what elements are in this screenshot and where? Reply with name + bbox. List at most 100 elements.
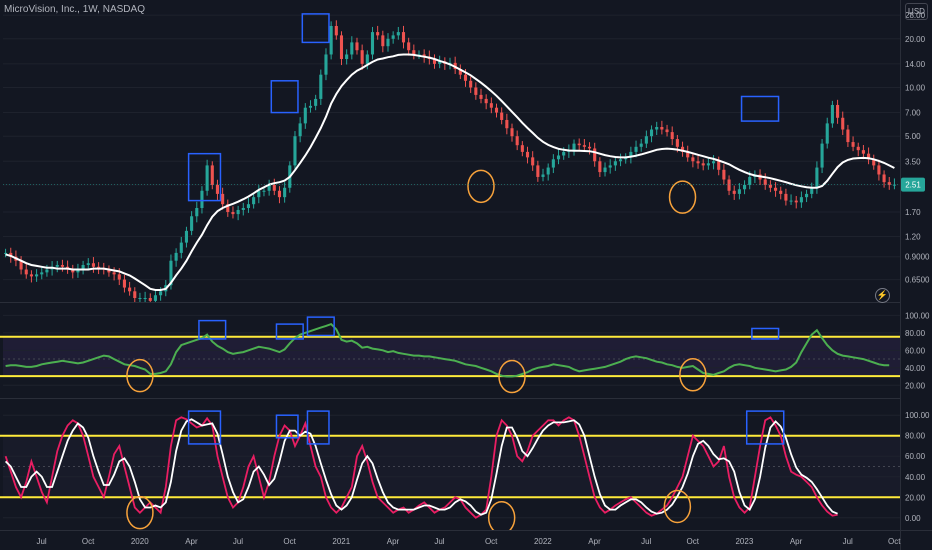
candle (432, 59, 437, 64)
y-tick-label: 0.00 (905, 514, 921, 523)
candle (639, 143, 643, 147)
candle (76, 269, 80, 273)
x-tick-label: 2022 (534, 537, 552, 546)
candle (458, 69, 462, 75)
x-tick-label: Jul (843, 537, 853, 546)
candle (24, 269, 28, 275)
candle (717, 161, 721, 170)
highlight-box (740, 95, 780, 122)
candle (469, 80, 473, 88)
candle (820, 143, 824, 168)
y-tick-label: 80.00 (905, 329, 926, 338)
candle (810, 187, 814, 194)
candle (277, 190, 282, 198)
y-tick-label: 20.00 (905, 35, 926, 44)
highlight-circle (487, 501, 516, 530)
y-tick-label: 3.50 (905, 157, 921, 166)
candle (386, 38, 390, 47)
candle (360, 50, 364, 64)
last-price-tag (901, 177, 925, 192)
candle (587, 146, 592, 149)
candle (892, 184, 896, 186)
candle (649, 129, 654, 137)
candle (722, 169, 726, 180)
candle (339, 35, 344, 60)
y-tick-label: 60.00 (905, 452, 926, 461)
highlight-box (745, 410, 785, 445)
candle (825, 123, 829, 144)
x-tick-label: Oct (485, 537, 498, 546)
highlight-box (198, 319, 227, 340)
stoch-plot (0, 410, 900, 530)
highlight-circle (668, 180, 697, 214)
candle (241, 207, 245, 210)
candle (634, 146, 638, 152)
candle (117, 274, 121, 280)
candle (510, 128, 514, 137)
candle (246, 204, 251, 208)
x-tick-label: Oct (283, 537, 296, 546)
candle (376, 32, 380, 36)
candle (867, 153, 871, 160)
y-tick-label: 1.70 (905, 208, 921, 217)
candle (4, 252, 8, 254)
y-tick-label: 40.00 (905, 364, 926, 373)
candle (334, 25, 338, 36)
x-tick-label: Apr (387, 537, 400, 546)
highlight-box (187, 410, 222, 445)
y-tick-label: 0.9000 (905, 253, 930, 262)
highlight-box (275, 323, 304, 340)
candle (479, 94, 483, 99)
price-plot (4, 13, 896, 302)
candle (701, 163, 705, 166)
candle (562, 151, 566, 156)
candle (159, 291, 163, 296)
candle (324, 54, 328, 75)
candle (128, 287, 132, 292)
candle (794, 200, 798, 203)
candle (851, 142, 855, 147)
candle (572, 143, 576, 151)
x-tick-label: Jul (233, 537, 243, 546)
candle (438, 61, 442, 64)
candle (520, 145, 524, 152)
candle (314, 98, 318, 106)
candle (536, 165, 540, 177)
candle (9, 252, 13, 257)
candle (608, 165, 612, 168)
candle (272, 184, 276, 191)
candle (732, 190, 736, 194)
candle (148, 298, 152, 301)
candle (556, 155, 561, 160)
candle (551, 159, 555, 168)
candle (190, 216, 194, 231)
candle (303, 107, 307, 124)
candle (293, 136, 297, 166)
candle (370, 32, 375, 55)
highlight-box (275, 414, 299, 439)
candle (618, 159, 623, 162)
candle (727, 179, 731, 191)
candle (603, 167, 607, 173)
candle (629, 151, 633, 158)
candle (830, 104, 834, 124)
candle (841, 117, 845, 130)
lightning-bolt-icon[interactable]: ⚡ (875, 288, 890, 303)
candle (856, 146, 860, 151)
candle (60, 264, 64, 267)
candle (768, 184, 772, 188)
x-tick-label: 2021 (332, 537, 350, 546)
y-tick-label: 10.00 (905, 83, 926, 92)
candle (71, 269, 75, 273)
x-tick-label: Oct (686, 537, 699, 546)
currency-button[interactable]: USD (905, 3, 928, 20)
candle (112, 272, 116, 275)
x-tick-label: Apr (790, 537, 803, 546)
candle (500, 112, 504, 120)
candle (805, 193, 809, 198)
candle (577, 143, 581, 146)
candle (887, 182, 891, 185)
candle (215, 184, 220, 194)
